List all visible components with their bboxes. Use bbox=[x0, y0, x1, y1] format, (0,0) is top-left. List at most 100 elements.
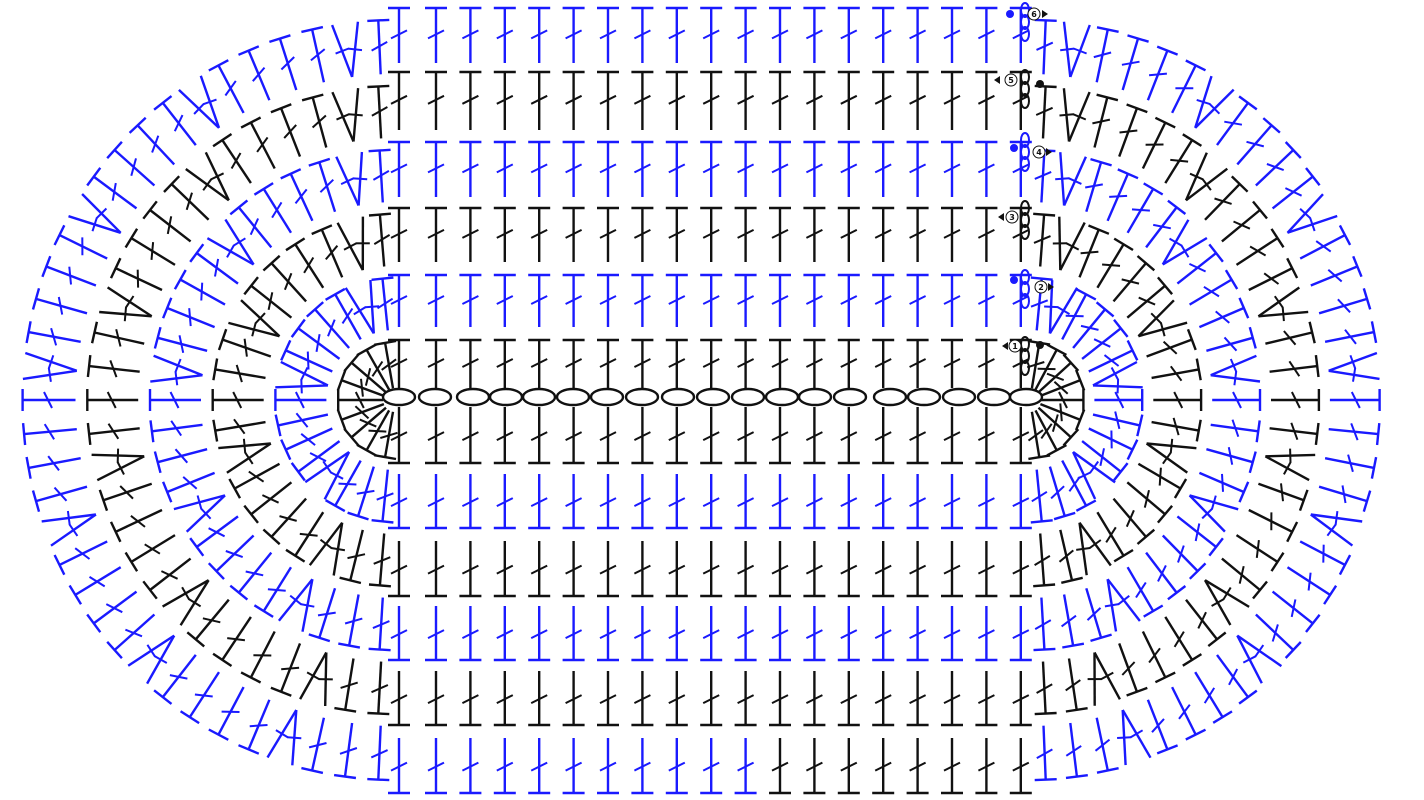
double-crochet-stitch bbox=[493, 541, 516, 598]
double-crochet-stitch bbox=[769, 338, 791, 388]
double-crochet-stitch bbox=[338, 594, 363, 649]
double-crochet-stitch bbox=[941, 671, 963, 727]
double-crochet-stitch bbox=[1126, 182, 1164, 234]
double-crochet-stitch bbox=[149, 420, 203, 443]
increase-v-stitch bbox=[1092, 360, 1143, 394]
round-number-circle bbox=[1034, 280, 1048, 294]
double-crochet-stitch bbox=[665, 273, 688, 327]
double-crochet-stitch bbox=[872, 738, 895, 795]
increase-v-stitch bbox=[1087, 651, 1121, 706]
double-crochet-stitch bbox=[1310, 255, 1363, 287]
double-crochet-stitch bbox=[371, 469, 394, 524]
double-crochet-stitch bbox=[459, 606, 482, 662]
double-crochet-stitch bbox=[356, 409, 391, 457]
double-crochet-stitch bbox=[425, 6, 447, 63]
double-crochet-stitch bbox=[1034, 661, 1057, 716]
double-crochet-stitch bbox=[769, 407, 791, 465]
double-crochet-stitch bbox=[1185, 598, 1227, 648]
double-crochet-stitch bbox=[308, 587, 337, 643]
double-crochet-stitch bbox=[1146, 699, 1179, 755]
chain-stitch bbox=[417, 387, 453, 407]
double-crochet-stitch bbox=[700, 407, 723, 465]
double-crochet-stitch bbox=[665, 671, 688, 727]
double-crochet-stitch bbox=[243, 276, 293, 319]
increase-v-stitch bbox=[1145, 438, 1197, 474]
double-crochet-stitch bbox=[425, 70, 447, 130]
double-crochet-stitch bbox=[1009, 407, 1032, 465]
double-crochet-stitch bbox=[1118, 103, 1148, 158]
double-crochet-stitch bbox=[1061, 460, 1097, 512]
round-start-dot bbox=[1036, 80, 1044, 88]
double-crochet-stitch bbox=[734, 140, 757, 197]
chain-stitch bbox=[695, 387, 731, 407]
double-crochet-stitch bbox=[837, 474, 860, 530]
double-crochet-stitch bbox=[1164, 133, 1203, 184]
double-crochet-stitch bbox=[665, 474, 688, 530]
chain-stitch bbox=[660, 387, 696, 407]
double-crochet-stitch bbox=[872, 474, 895, 530]
double-crochet-stitch bbox=[1151, 358, 1202, 382]
increase-v-stitch bbox=[335, 151, 368, 206]
double-crochet-stitch bbox=[1221, 200, 1268, 243]
turning-chain-link bbox=[1020, 69, 1030, 85]
double-crochet-stitch bbox=[41, 255, 97, 287]
double-crochet-stitch bbox=[425, 206, 447, 262]
double-crochet-stitch bbox=[837, 206, 860, 262]
double-crochet-stitch bbox=[189, 515, 239, 557]
chain-stitch bbox=[832, 387, 868, 407]
round-number-circle bbox=[1027, 7, 1041, 21]
double-crochet-stitch bbox=[1009, 606, 1032, 662]
double-crochet-stitch bbox=[700, 140, 723, 197]
double-crochet-stitch bbox=[212, 132, 252, 184]
double-crochet-stitch bbox=[493, 140, 516, 197]
chain-stitch bbox=[624, 387, 660, 407]
turning-chain-link bbox=[1020, 132, 1030, 148]
double-crochet-stitch bbox=[425, 474, 447, 530]
double-crochet-stitch bbox=[1118, 642, 1148, 697]
double-crochet-stitch bbox=[1009, 541, 1032, 598]
double-crochet-stitch bbox=[459, 206, 482, 262]
double-crochet-stitch bbox=[769, 671, 791, 727]
turning-chain-link bbox=[1020, 348, 1030, 364]
double-crochet-stitch bbox=[153, 448, 208, 474]
increase-v-stitch bbox=[1264, 448, 1316, 482]
double-crochet-stitch bbox=[975, 407, 998, 465]
double-crochet-stitch bbox=[562, 206, 585, 262]
double-crochet-stitch bbox=[308, 157, 337, 213]
increase-v-stitch bbox=[331, 87, 363, 142]
double-crochet-stitch bbox=[562, 407, 585, 465]
round-marker-1: 1 bbox=[1002, 339, 1044, 353]
double-crochet-stitch bbox=[493, 474, 516, 530]
increase-v-stitch bbox=[178, 75, 221, 129]
double-crochet-stitch bbox=[906, 541, 929, 598]
double-crochet-stitch bbox=[68, 566, 122, 605]
increase-v-stitch bbox=[1161, 219, 1208, 266]
double-crochet-stitch bbox=[425, 338, 447, 388]
double-crochet-stitch bbox=[53, 540, 108, 576]
double-crochet-stitch bbox=[1081, 440, 1129, 482]
double-crochet-stitch bbox=[109, 257, 163, 292]
double-crochet-stitch bbox=[700, 606, 723, 662]
double-crochet-stitch bbox=[1299, 540, 1352, 576]
turning-chain-link bbox=[1020, 224, 1030, 240]
round-number-label: 2 bbox=[1038, 283, 1044, 292]
double-crochet-stitch bbox=[1329, 389, 1381, 411]
chain-stitch bbox=[764, 387, 800, 407]
double-crochet-stitch bbox=[1171, 686, 1207, 741]
increase-v-stitch bbox=[206, 218, 255, 266]
double-crochet-stitch bbox=[1034, 725, 1057, 782]
double-crochet-stitch bbox=[280, 427, 333, 461]
double-crochet-stitch bbox=[631, 407, 654, 465]
increase-v-stitch bbox=[22, 351, 78, 382]
double-crochet-stitch bbox=[872, 140, 895, 197]
double-crochet-stitch bbox=[906, 206, 929, 262]
foundation-chain bbox=[381, 2, 1044, 407]
double-crochet-stitch bbox=[425, 671, 447, 727]
double-crochet-stitch bbox=[1255, 613, 1302, 659]
double-crochet-stitch bbox=[700, 338, 723, 388]
double-crochet-stitch bbox=[734, 407, 757, 465]
turning-chain-link bbox=[1020, 269, 1030, 285]
double-crochet-stitch bbox=[1094, 389, 1144, 411]
double-crochet-stitch bbox=[493, 6, 516, 63]
